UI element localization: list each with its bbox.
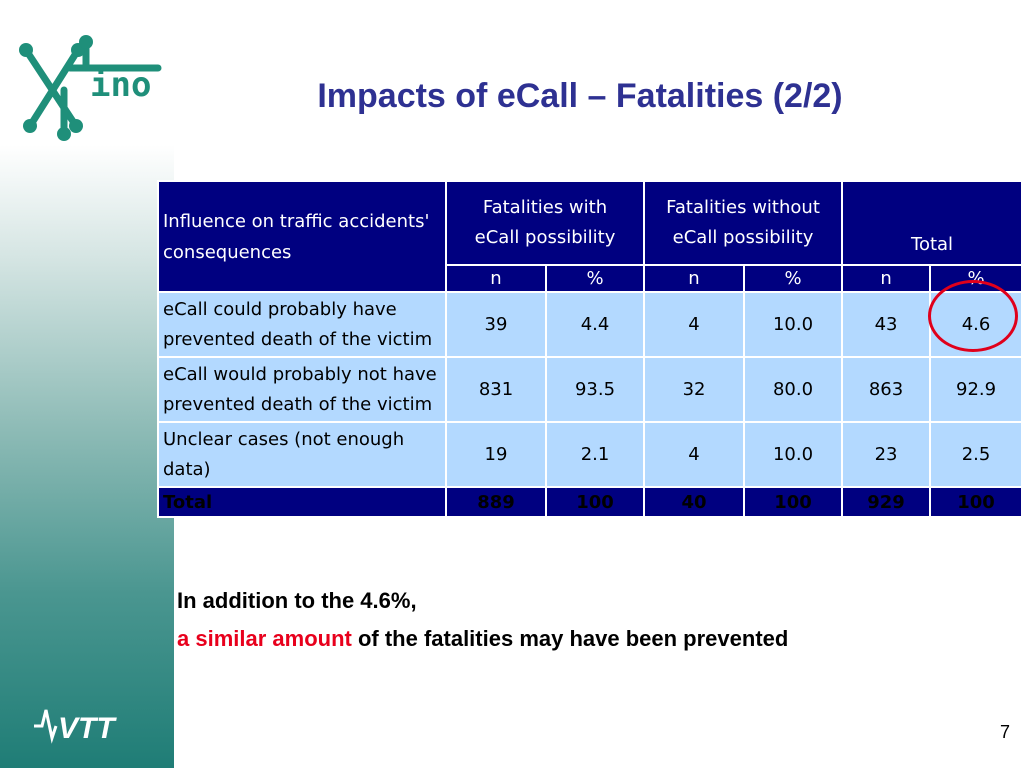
total-cell: 100	[929, 486, 1024, 518]
table-row: Unclear cases (not enough data) 19 2.1 4…	[157, 421, 1024, 488]
subheader-percent: %	[929, 264, 1024, 293]
header-with-ecall-line2: eCall possibility	[474, 227, 616, 248]
table-cell: 4	[643, 291, 746, 358]
header-total-label: Total	[911, 234, 954, 255]
subheader-percent: %	[743, 264, 844, 293]
row-label-line1: eCall could probably have	[163, 298, 397, 320]
row-label-line1: eCall would probably not have	[163, 363, 437, 385]
table-cell: 32	[643, 356, 746, 423]
svg-text:VTT: VTT	[58, 712, 117, 744]
row-label: eCall could probably have prevented deat…	[157, 291, 447, 358]
table-row: eCall could probably have prevented deat…	[157, 291, 1024, 358]
total-cell: 100	[544, 486, 646, 518]
total-cell: 889	[445, 486, 547, 518]
table-cell: 4.6	[929, 291, 1024, 358]
header-influence-label: Influence on traffic accidents' conseque…	[157, 180, 447, 293]
table-cell: 10.0	[743, 421, 844, 488]
table-cell: 10.0	[743, 291, 844, 358]
subheader-n: n	[643, 264, 746, 293]
header-without-ecall: Fatalities without eCall possibility	[643, 180, 844, 266]
table-cell: 93.5	[544, 356, 646, 423]
note-highlight: a similar amount	[177, 626, 352, 651]
header-without-ecall-line2: eCall possibility	[672, 227, 814, 248]
header-with-ecall: Fatalities with eCall possibility	[444, 180, 646, 266]
table-cell: 4.4	[544, 291, 646, 358]
row-label-line2: data)	[163, 458, 211, 480]
svg-text:ino: ino	[90, 65, 151, 105]
xino-logo: ino	[19, 35, 162, 141]
row-label-line2: prevented death of the victim	[163, 393, 433, 415]
row-label-line1: Unclear cases (not enough	[163, 428, 405, 450]
note-line-2: a similar amount of the fatalities may h…	[177, 626, 788, 652]
table-cell: 43	[841, 291, 932, 358]
table-total-row: Total 889 100 40 100 929 100	[157, 486, 1024, 518]
vtt-logo: VTT	[34, 709, 117, 744]
total-cell: 929	[841, 486, 932, 518]
row-label-line2: prevented death of the victim	[163, 328, 433, 350]
note-rest: of the fatalities may have been prevente…	[351, 626, 789, 651]
note-line-1: In addition to the 4.6%,	[177, 588, 417, 613]
subheader-n: n	[841, 264, 932, 293]
fatalities-table: Influence on traffic accidents' conseque…	[157, 180, 1024, 518]
total-cell: 100	[743, 486, 844, 518]
page-number: 7	[1000, 722, 1011, 742]
table-row: eCall would probably not have prevented …	[157, 356, 1024, 423]
table-cell: 2.1	[544, 421, 646, 488]
table-cell: 831	[445, 356, 547, 423]
table-cell: 80.0	[743, 356, 844, 423]
table-cell: 863	[841, 356, 932, 423]
header-total: Total	[841, 180, 1024, 266]
subheader-n: n	[445, 264, 547, 293]
total-cell: 40	[643, 486, 746, 518]
row-label: Unclear cases (not enough data)	[157, 421, 447, 488]
side-gradient-band	[0, 145, 174, 768]
table-cell: 23	[841, 421, 932, 488]
table-cell: 39	[445, 291, 547, 358]
table-cell: 19	[445, 421, 547, 488]
table-cell: 92.9	[929, 356, 1024, 423]
header-with-ecall-line1: Fatalities with	[482, 197, 608, 218]
total-label: Total	[157, 486, 447, 518]
header-without-ecall-line1: Fatalities without	[666, 197, 820, 218]
table-cell: 2.5	[929, 421, 1024, 488]
table-cell: 4	[643, 421, 746, 488]
row-label: eCall would probably not have prevented …	[157, 356, 447, 423]
subheader-percent: %	[544, 264, 646, 293]
slide-title: Impacts of eCall – Fatalities (2/2)	[317, 77, 843, 115]
